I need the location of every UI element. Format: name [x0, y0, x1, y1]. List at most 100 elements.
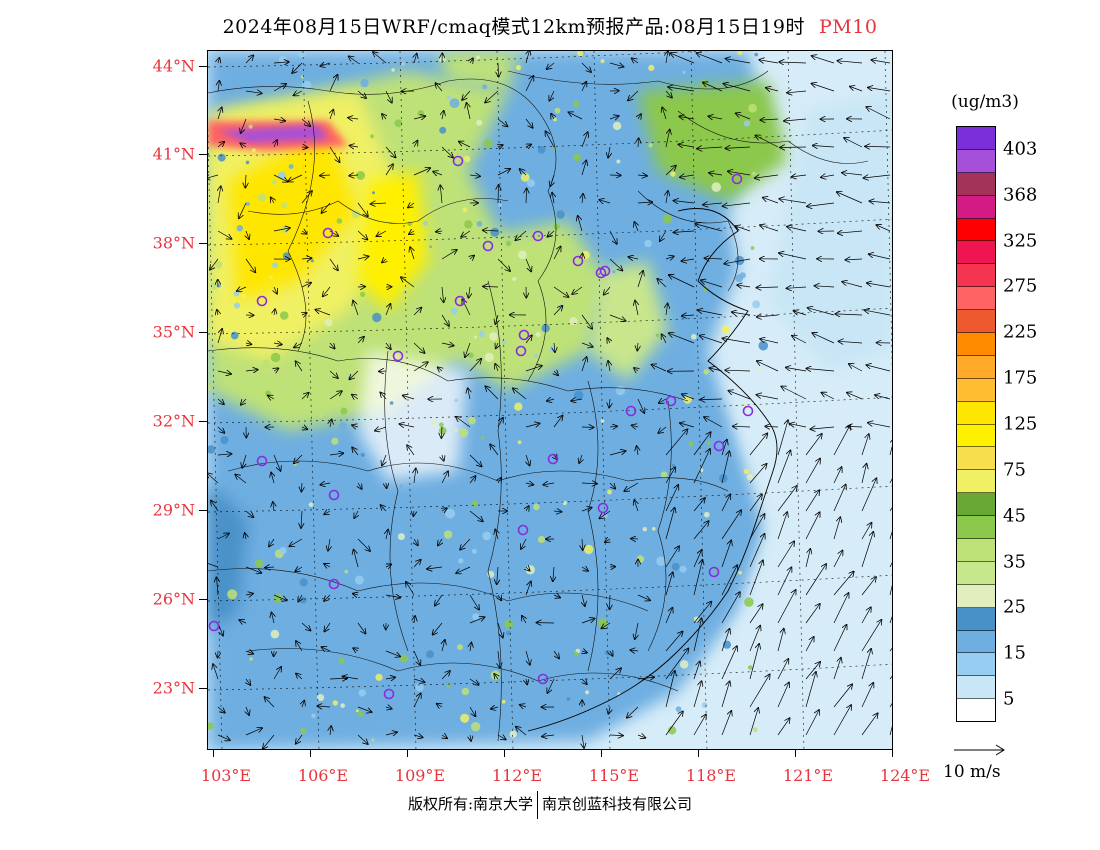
wind-arrow-icon: [582, 734, 584, 748]
wind-arrow-icon: [525, 366, 542, 372]
wind-arrow-icon: [495, 530, 498, 540]
concentration-speckle: [752, 300, 761, 309]
wind-arrow-icon: [805, 434, 822, 456]
concentration-speckle: [584, 544, 594, 555]
concentration-speckle: [670, 171, 676, 177]
wind-arrow-icon: [662, 108, 666, 120]
concentration-speckle: [746, 473, 754, 481]
wind-arrow-icon: [777, 486, 797, 512]
wind-arrow-icon: [324, 594, 331, 601]
copyright-footer: 版权所有:南京大学 南京创蓝科技有限公司: [0, 791, 1100, 819]
concentration-speckle: [439, 422, 444, 428]
wind-arrow-icon: [721, 451, 729, 484]
wind-arrow-icon: [357, 538, 370, 551]
wind-arrow-icon: [682, 259, 695, 261]
concentration-speckle: [616, 159, 621, 164]
wind-arrow-icon: [241, 398, 246, 405]
city-marker-icon: [328, 578, 340, 590]
wind-arrow-icon: [777, 567, 791, 596]
concentration-speckle: [704, 511, 710, 518]
wind-arrow-icon: [296, 641, 303, 652]
concentration-speckle: [636, 555, 645, 563]
wind-arrow-icon: [246, 706, 249, 715]
wind-arrow-icon: [749, 495, 762, 512]
wind-arrow-icon: [245, 651, 253, 654]
wind-arrow-icon: [861, 649, 871, 680]
lon-label-118e: 118°E: [685, 766, 737, 785]
wind-arrow-icon: [357, 622, 366, 634]
wind-arrow-icon: [581, 62, 591, 72]
meridian-line: [496, 51, 514, 749]
concentration-speckle: [288, 164, 294, 169]
lat-label-44n: 44°N: [152, 56, 195, 76]
wind-arrow-icon: [498, 145, 503, 147]
wind-arrow-icon: [889, 570, 892, 596]
wind-arrow-icon: [759, 60, 779, 63]
wind-arrow-icon: [660, 230, 667, 241]
concentration-speckle: [245, 160, 250, 165]
city-marker-icon: [537, 673, 549, 685]
wind-arrow-icon: [483, 230, 499, 231]
wind-arrow-icon: [553, 247, 561, 260]
wind-arrow-icon: [569, 112, 583, 120]
wind-arrow-icon: [217, 142, 224, 148]
wind-arrow-icon: [777, 718, 790, 736]
map-frame[interactable]: [207, 50, 893, 750]
wind-arrow-icon: [516, 727, 527, 736]
concentration-speckle: [254, 559, 264, 568]
concentration-speckle: [403, 290, 407, 295]
wind-arrow-icon: [749, 560, 763, 596]
wind-arrow-icon: [382, 259, 386, 262]
concentration-speckle: [655, 333, 660, 338]
concentration-speckle: [300, 728, 307, 735]
wind-arrow-icon: [680, 175, 695, 177]
wind-arrow-icon: [301, 283, 311, 287]
wind-arrow-icon: [265, 567, 275, 568]
lon-tick: [213, 750, 214, 757]
wind-arrow-icon: [697, 147, 723, 149]
wind-arrow-icon: [838, 61, 863, 63]
wind-arrow-icon: [246, 678, 250, 685]
wind-arrow-icon: [358, 482, 362, 489]
city-marker-icon: [208, 620, 220, 632]
wind-arrow-icon: [496, 343, 498, 348]
wind-arrow-icon: [525, 258, 531, 271]
concentration-speckle: [562, 500, 567, 506]
wind-arrow-icon: [865, 310, 891, 316]
concentration-speckle: [340, 407, 348, 415]
wind-arrow-icon: [273, 228, 290, 231]
concentration-speckle: [735, 274, 744, 283]
wind-arrow-icon: [726, 59, 751, 64]
concentration-speckle: [688, 441, 694, 447]
wind-arrow-icon: [554, 650, 559, 658]
copyright-company: 南京创蓝科技有限公司: [542, 795, 693, 813]
wind-arrow-icon: [864, 175, 891, 178]
wind-arrow-icon: [329, 391, 342, 400]
wind-arrow-icon: [805, 672, 816, 708]
wind-arrow-icon: [320, 483, 331, 485]
wind-arrow-icon: [842, 282, 863, 288]
coastline: [527, 208, 778, 732]
city-marker-icon: [532, 230, 544, 242]
concentration-speckle: [345, 382, 349, 386]
pm10-concentration-map[interactable]: [208, 51, 893, 750]
wind-arrow-icon: [273, 84, 286, 92]
wind-arrow-icon: [436, 231, 443, 232]
lon-label-109e: 109°E: [394, 766, 446, 785]
concentration-speckle: [604, 650, 611, 656]
wind-arrow-icon: [210, 258, 219, 270]
concentration-speckle: [642, 527, 647, 532]
wind-arrow-icon: [571, 399, 583, 401]
parallel-line: [208, 574, 892, 602]
wind-arrow-icon: [406, 582, 415, 596]
wind-arrow-icon: [273, 454, 281, 471]
legend-value-label: 15: [1003, 642, 1026, 664]
wind-arrow-icon: [581, 508, 592, 511]
title-text: 2024年08月15日WRF/cmaq模式12km预报产品:08月15日19时: [222, 16, 805, 38]
wind-arrow-icon: [835, 314, 863, 315]
wind-arrow-icon: [381, 505, 387, 512]
wind-arrow-icon: [273, 62, 289, 63]
concentration-speckle: [607, 489, 612, 495]
wind-arrow-icon: [665, 429, 687, 456]
wind-arrow-icon: [724, 84, 751, 92]
